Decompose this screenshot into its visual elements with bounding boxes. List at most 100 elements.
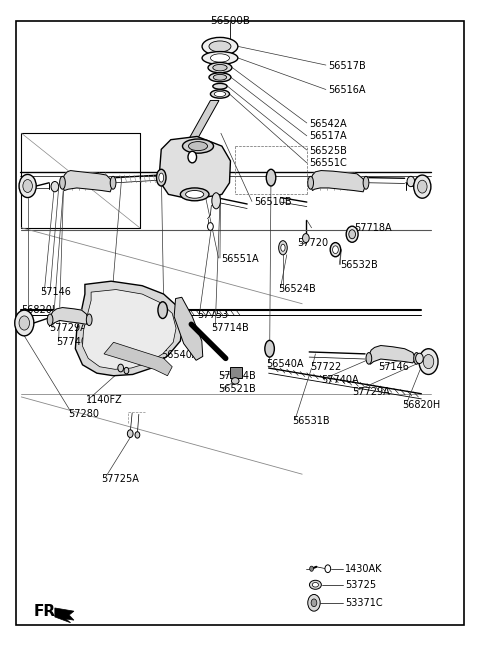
Circle shape [302, 234, 309, 243]
Circle shape [419, 349, 438, 375]
Text: 57729A: 57729A [352, 387, 390, 397]
Text: 56540A: 56540A [161, 350, 199, 360]
Ellipse shape [310, 580, 322, 589]
Text: 56510B: 56510B [254, 197, 292, 207]
Ellipse shape [209, 73, 231, 82]
Ellipse shape [110, 176, 116, 189]
Text: 56551C: 56551C [309, 158, 347, 169]
Polygon shape [159, 136, 230, 200]
Ellipse shape [86, 314, 92, 326]
Circle shape [423, 355, 434, 369]
Circle shape [23, 180, 33, 193]
Ellipse shape [209, 41, 231, 52]
Ellipse shape [186, 191, 204, 198]
Circle shape [418, 180, 427, 193]
Circle shape [135, 432, 140, 438]
Text: 57725A: 57725A [102, 474, 140, 484]
Circle shape [19, 316, 30, 330]
Text: 1430AK: 1430AK [345, 564, 383, 574]
Text: 57714B: 57714B [218, 371, 256, 381]
Ellipse shape [312, 583, 319, 587]
Ellipse shape [333, 246, 338, 253]
Ellipse shape [265, 340, 275, 357]
Ellipse shape [213, 83, 227, 89]
Text: 56500B: 56500B [210, 16, 251, 26]
Polygon shape [211, 48, 229, 58]
Circle shape [127, 430, 133, 437]
Circle shape [15, 310, 34, 336]
Circle shape [207, 223, 213, 231]
Text: 56516A: 56516A [328, 85, 366, 95]
Text: 56517B: 56517B [328, 61, 366, 70]
Text: 1140FZ: 1140FZ [86, 395, 123, 405]
Ellipse shape [180, 188, 209, 201]
Ellipse shape [210, 54, 229, 62]
Ellipse shape [202, 52, 238, 65]
Circle shape [51, 182, 59, 192]
Ellipse shape [213, 65, 227, 71]
Text: 57146: 57146 [378, 362, 409, 371]
Text: 57740A: 57740A [56, 337, 94, 348]
Ellipse shape [213, 74, 227, 80]
Circle shape [310, 566, 313, 571]
Circle shape [308, 594, 320, 611]
Text: 57718A: 57718A [355, 224, 392, 233]
Text: 57714B: 57714B [211, 323, 249, 333]
Polygon shape [174, 297, 203, 360]
Ellipse shape [366, 353, 372, 364]
Polygon shape [230, 367, 242, 378]
Text: 57722: 57722 [311, 362, 342, 371]
Text: 57740A: 57740A [321, 375, 359, 384]
Text: 56540A: 56540A [266, 359, 304, 368]
Ellipse shape [349, 230, 356, 239]
Text: 56820H: 56820H [402, 401, 441, 410]
Ellipse shape [231, 378, 239, 384]
Ellipse shape [158, 302, 168, 318]
Circle shape [19, 174, 36, 198]
Text: 56531B: 56531B [292, 416, 330, 426]
Text: 57280: 57280 [68, 410, 99, 419]
Polygon shape [50, 307, 88, 326]
Circle shape [407, 176, 415, 187]
Polygon shape [83, 289, 176, 370]
Ellipse shape [266, 169, 276, 186]
Text: 56532B: 56532B [340, 260, 378, 270]
Text: 56542A: 56542A [309, 119, 347, 129]
Ellipse shape [330, 243, 341, 256]
Polygon shape [369, 346, 416, 364]
Text: 53725: 53725 [345, 580, 376, 590]
Text: 56525B: 56525B [309, 145, 347, 156]
Circle shape [311, 599, 317, 607]
Polygon shape [62, 171, 112, 192]
Text: 57722: 57722 [104, 349, 135, 359]
Polygon shape [104, 342, 172, 376]
Circle shape [325, 565, 331, 572]
Ellipse shape [210, 90, 229, 98]
Ellipse shape [182, 139, 214, 153]
Text: 56820J: 56820J [22, 305, 55, 315]
Polygon shape [172, 100, 219, 169]
Ellipse shape [47, 314, 53, 326]
Text: 57753: 57753 [197, 309, 228, 320]
Text: FR.: FR. [34, 603, 62, 619]
Ellipse shape [208, 63, 232, 73]
Ellipse shape [188, 151, 197, 163]
Text: 56517A: 56517A [309, 132, 347, 141]
Circle shape [118, 364, 123, 372]
Circle shape [414, 175, 431, 198]
Text: 57146: 57146 [40, 287, 72, 297]
Ellipse shape [214, 92, 226, 97]
Ellipse shape [60, 176, 65, 189]
Ellipse shape [202, 37, 238, 56]
Text: 57720: 57720 [297, 238, 328, 247]
Ellipse shape [414, 353, 420, 364]
Polygon shape [55, 608, 74, 623]
Text: 53371C: 53371C [345, 598, 383, 608]
Text: 56524B: 56524B [278, 284, 316, 294]
Ellipse shape [279, 241, 287, 255]
Circle shape [124, 368, 129, 374]
Ellipse shape [156, 169, 166, 186]
Text: 56521B: 56521B [218, 384, 256, 394]
Ellipse shape [346, 226, 358, 242]
Circle shape [416, 353, 423, 364]
